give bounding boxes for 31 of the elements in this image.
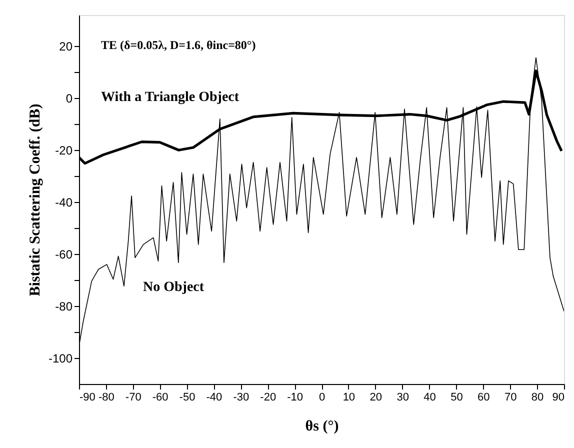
x-tick-label: -80	[98, 392, 114, 404]
x-tick-label: -50	[179, 392, 196, 404]
x-tick-label: 60	[478, 392, 490, 404]
y-tick-label: -100	[48, 352, 73, 366]
series-label: With a Triangle Object	[101, 90, 240, 105]
x-tick-label: -20	[260, 392, 276, 404]
y-tick-label: 20	[59, 40, 73, 54]
y-tick-label: 0	[66, 92, 73, 106]
x-tick-label: -70	[125, 392, 142, 404]
x-tick-label: -30	[233, 392, 250, 404]
x-axis-title: θs (°)	[305, 418, 339, 434]
series-label: No Object	[143, 280, 204, 295]
y-tick-label: -20	[55, 144, 73, 158]
x-tick-label: 80	[531, 392, 544, 404]
x-tick-label: -60	[152, 392, 168, 404]
x-tick-label: -90	[80, 392, 96, 404]
x-tick-label: 40	[424, 392, 436, 404]
y-tick-label: -80	[55, 300, 73, 314]
x-tick-label: 10	[342, 392, 356, 404]
x-tick-label: -40	[206, 392, 222, 404]
annotation: TE (δ=0.05λ, D=1.6, θinc=80°)	[101, 38, 256, 52]
x-tick-label: 70	[504, 392, 517, 404]
x-tick-label: 90	[552, 392, 564, 404]
y-tick-label: -40	[55, 196, 73, 210]
x-tick-label: 50	[450, 392, 463, 404]
x-tick-label: 20	[370, 392, 382, 404]
y-tick-label: -60	[55, 248, 73, 262]
x-tick-label: -10	[287, 392, 304, 404]
x-tick-label: 30	[396, 392, 409, 404]
y-axis-title: Bistatic Scattering Coeff. (dB)	[27, 104, 44, 296]
x-tick-label: 0	[318, 392, 326, 404]
